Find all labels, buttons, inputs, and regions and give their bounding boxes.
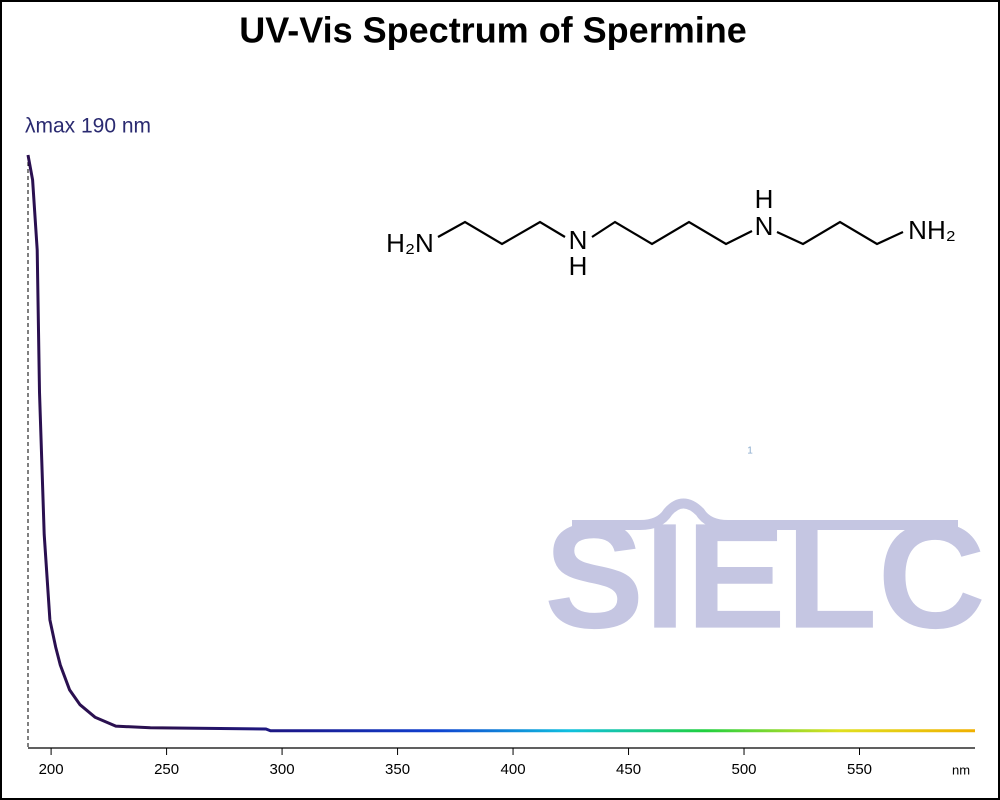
x-tick-label: 450 (616, 761, 641, 778)
bond (437, 220, 566, 246)
x-tick-label: 350 (385, 761, 410, 778)
x-tick-label: 250 (154, 761, 179, 778)
bond (591, 220, 753, 246)
x-tick-label: 300 (270, 761, 295, 778)
x-tick-label: 550 (847, 761, 872, 778)
watermark: SIELC (544, 492, 986, 660)
atom: N (755, 211, 774, 241)
atom: N (569, 225, 588, 255)
structure: H₂N N H N H NH₂ (386, 184, 956, 281)
atom: H (755, 184, 774, 214)
atom: NH₂ (908, 215, 956, 245)
spectrum-line (26, 154, 975, 733)
x-tick-label: 400 (501, 761, 526, 778)
chart-title: UV-Vis Spectrum of Spermine (239, 10, 746, 51)
annotation: λmax 190 nm (25, 115, 151, 138)
bond (776, 220, 904, 246)
watermark-arc (572, 498, 958, 530)
x-tick-label: 200 (39, 761, 64, 778)
marker: 1 (747, 446, 753, 457)
x-axis-label: nm (952, 762, 970, 777)
atom: H₂N (386, 228, 434, 258)
x-tick-label: 500 (732, 761, 757, 778)
atom: H (569, 251, 588, 281)
